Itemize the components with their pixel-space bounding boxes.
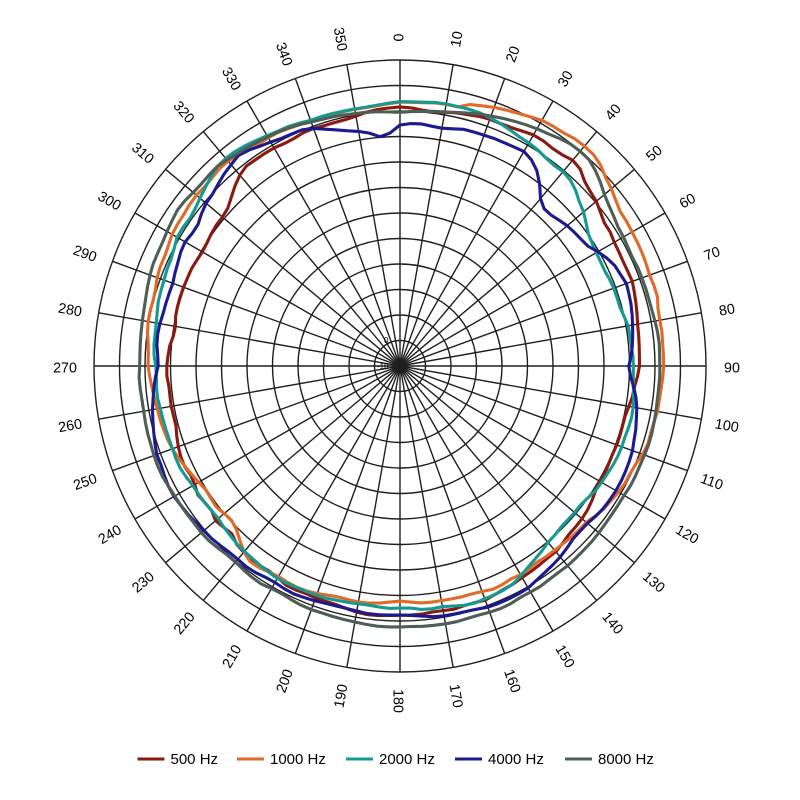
svg-text:350: 350: [330, 26, 350, 52]
svg-text:190: 190: [332, 683, 352, 709]
svg-text:0: 0: [391, 33, 407, 41]
svg-text:20: 20: [503, 44, 523, 64]
svg-text:270: 270: [53, 360, 77, 376]
svg-text:500 Hz: 500 Hz: [171, 751, 219, 768]
svg-text:60: 60: [677, 191, 699, 213]
svg-text:290: 290: [71, 243, 99, 266]
svg-text:250: 250: [71, 471, 99, 494]
svg-text:30: 30: [555, 68, 577, 90]
svg-text:180: 180: [390, 689, 406, 713]
svg-text:260: 260: [57, 416, 83, 436]
svg-text:70: 70: [702, 244, 722, 264]
svg-text:110: 110: [698, 471, 725, 494]
svg-text:4000 Hz: 4000 Hz: [488, 751, 544, 768]
svg-text:8000 Hz: 8000 Hz: [598, 751, 654, 768]
svg-text:50: 50: [643, 143, 666, 166]
svg-text:200: 200: [274, 667, 297, 695]
svg-text:0: 0: [384, 336, 389, 345]
svg-text:-10: -10: [377, 362, 389, 371]
svg-text:340: 340: [272, 40, 295, 68]
svg-text:100: 100: [714, 416, 740, 436]
svg-text:40: 40: [602, 101, 625, 124]
svg-text:2000 Hz: 2000 Hz: [379, 751, 435, 768]
svg-text:90: 90: [724, 360, 740, 376]
svg-text:280: 280: [57, 301, 83, 321]
svg-text:1000 Hz: 1000 Hz: [270, 751, 326, 768]
svg-text:80: 80: [718, 301, 736, 320]
svg-text:160: 160: [500, 667, 523, 695]
svg-text:10: 10: [448, 30, 467, 48]
svg-text:170: 170: [446, 683, 466, 709]
